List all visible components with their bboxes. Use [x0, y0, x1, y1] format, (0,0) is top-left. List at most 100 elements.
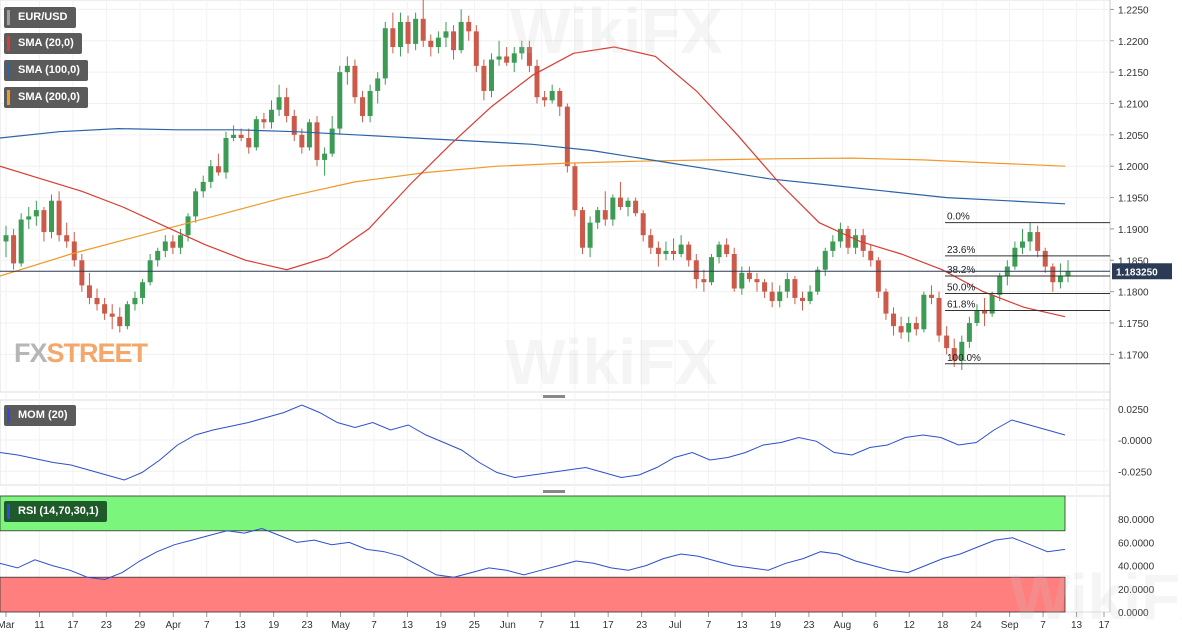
legend-sma200-label: SMA (200,0) — [18, 91, 80, 103]
candle-body — [451, 31, 457, 51]
fib-level-label: 38.2% — [947, 265, 975, 276]
candle-body — [678, 244, 684, 255]
candle-body — [496, 56, 502, 60]
candle-body — [231, 134, 237, 138]
x-tick-label: 18 — [937, 620, 949, 631]
x-tick-label: 7 — [204, 620, 210, 631]
rsi-line — [0, 527, 1066, 581]
price-panel — [0, 0, 1111, 393]
x-tick-label: 13 — [736, 620, 748, 631]
price-tick-label: 1.2000 — [1118, 162, 1149, 173]
candle-body — [830, 241, 836, 251]
price-tick-label: 1.2250 — [1118, 5, 1149, 16]
x-tick-label: 17 — [67, 620, 79, 631]
legend-sma200: SMA (200,0) — [4, 87, 88, 108]
candle-body — [1042, 250, 1048, 267]
legend-sma20: SMA (20,0) — [4, 33, 82, 54]
panel-splitter — [543, 490, 565, 493]
x-tick-label: Sep — [1001, 620, 1019, 631]
x-tick-label: 7 — [538, 620, 544, 631]
legend-rsi-label: RSI (14,70,30,1) — [18, 505, 99, 517]
candle-body — [655, 247, 661, 255]
candle-body — [974, 310, 980, 324]
candle-body — [200, 181, 206, 192]
candle-body — [822, 250, 828, 270]
candle-body — [1019, 241, 1025, 248]
candle-body — [921, 294, 927, 330]
x-tick-label: Aug — [833, 620, 851, 631]
candle-body — [1027, 232, 1033, 242]
candle-body — [724, 244, 730, 255]
legend-rsi: RSI (14,70,30,1) — [4, 501, 107, 522]
candle-body — [708, 257, 714, 283]
x-tick-label: Jun — [500, 620, 516, 631]
rsi-oversold-zone — [0, 576, 1066, 613]
x-tick-label: 23 — [803, 620, 815, 631]
candle-body — [269, 109, 274, 123]
candle-body — [367, 90, 373, 117]
candle-body — [769, 291, 775, 302]
candle-body — [663, 250, 669, 255]
candle-body — [982, 310, 988, 314]
candle-body — [951, 348, 957, 361]
rsi-tick-label: 80.0000 — [1118, 515, 1155, 526]
candle-body — [185, 216, 191, 236]
candle-body — [815, 269, 821, 292]
candle-body — [33, 210, 39, 217]
candle-body — [109, 313, 115, 317]
fib-level-label: 100.0% — [947, 353, 981, 364]
candle-body — [466, 21, 472, 32]
candle-body — [762, 282, 768, 292]
candle-body — [291, 116, 297, 135]
x-tick-label: 11 — [570, 620, 581, 631]
candle-body — [602, 210, 608, 220]
candle-body — [868, 250, 874, 261]
x-tick-label: 17 — [1098, 620, 1110, 631]
candle-body — [102, 304, 108, 314]
candle-body — [306, 122, 312, 148]
candle-body — [837, 228, 843, 242]
candle-body — [18, 219, 24, 264]
panel-splitter — [543, 395, 565, 398]
candle-body — [71, 241, 77, 261]
candle-body — [997, 275, 1003, 295]
candle-body — [564, 106, 570, 167]
candle-body — [49, 200, 55, 233]
fxstreet-logo: FXSTREET — [14, 338, 148, 369]
x-tick-label: 19 — [770, 620, 782, 631]
candle-body — [883, 291, 889, 314]
rsi-tick-label: 60.0000 — [1118, 538, 1155, 549]
mom-tick-label: 0.0250 — [1118, 405, 1149, 416]
candle-body — [549, 90, 555, 101]
price-tick-label: 1.1950 — [1118, 194, 1149, 205]
candle-body — [701, 279, 707, 283]
price-tick-label: 1.1700 — [1118, 350, 1149, 361]
candle-body — [170, 241, 176, 248]
candle-body — [693, 260, 699, 280]
candle-body — [898, 326, 904, 333]
x-tick-label: Mar — [0, 620, 15, 631]
candle-body — [557, 90, 563, 107]
candle-body — [648, 235, 654, 248]
candle-body — [1035, 232, 1041, 251]
candle-body — [610, 197, 616, 220]
candle-body — [671, 250, 677, 255]
candle-body — [64, 235, 70, 242]
candle-body — [860, 235, 866, 251]
x-tick-label: 7 — [706, 620, 712, 631]
candle-body — [800, 297, 805, 302]
price-tick-label: 1.1900 — [1118, 225, 1149, 236]
mom-tick-label: -0.0000 — [1118, 436, 1152, 447]
candle-body — [162, 241, 168, 251]
candle-body — [253, 119, 259, 148]
legend-symbol: EUR/USD — [4, 7, 76, 28]
x-tick-label: 13 — [235, 620, 247, 631]
candle-body — [284, 97, 290, 117]
candle-body — [124, 304, 130, 327]
fib-level-label: 61.8% — [947, 299, 975, 310]
sma100-line — [0, 127, 1066, 205]
candle-body — [352, 65, 358, 98]
candle-body — [3, 235, 9, 242]
rsi-tick-label: 20.0000 — [1118, 585, 1155, 596]
legend-mom-label: MOM (20) — [18, 409, 68, 421]
